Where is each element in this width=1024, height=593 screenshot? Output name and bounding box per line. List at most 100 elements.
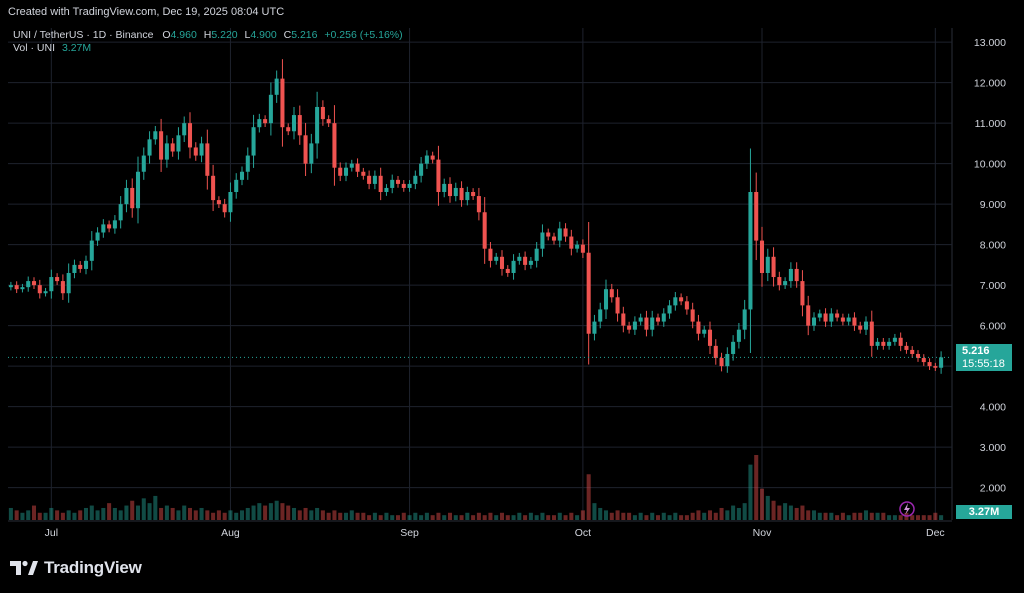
- candle-body: [216, 200, 221, 205]
- candle-body: [164, 143, 169, 160]
- y-tick-label: 13.000: [974, 37, 1006, 49]
- candle-body: [759, 240, 765, 273]
- volume-bar: [523, 515, 528, 520]
- volume-bar: [26, 510, 31, 520]
- candle-body: [395, 179, 401, 184]
- volume-bar: [771, 500, 776, 520]
- tradingview-logo-icon: [10, 560, 38, 575]
- volume-bar: [430, 515, 435, 520]
- candle-body: [783, 281, 788, 286]
- candle-body: [31, 281, 37, 286]
- volume-bar: [291, 507, 297, 520]
- candle-body: [517, 256, 522, 261]
- candle-body: [303, 135, 308, 164]
- candle-body: [557, 228, 562, 241]
- candle-body: [60, 281, 65, 294]
- volume-bar: [147, 503, 152, 520]
- volume-bar: [632, 515, 637, 520]
- candle-body: [569, 236, 574, 249]
- candle-body: [257, 119, 262, 128]
- candle-body: [586, 252, 591, 334]
- volume-bar: [280, 503, 285, 520]
- candle-body: [112, 220, 117, 229]
- volume-bar: [673, 512, 678, 520]
- candle-body: [840, 317, 845, 322]
- volume-bar: [413, 512, 418, 520]
- volume-bar: [736, 507, 741, 520]
- candle-body: [661, 313, 666, 322]
- volume-bar: [765, 495, 770, 520]
- volume-bar: [915, 515, 921, 520]
- candle-body: [615, 297, 620, 314]
- y-tick-label: 8.000: [980, 240, 1006, 252]
- volume-bar: [783, 503, 788, 520]
- x-tick-label: Nov: [753, 527, 772, 539]
- candle-body: [632, 321, 637, 330]
- volume-bar: [159, 507, 164, 520]
- candle-body: [852, 317, 857, 326]
- candle-body: [315, 106, 320, 144]
- volume-bar: [615, 510, 620, 520]
- volume-bar: [881, 512, 886, 520]
- symbol-label[interactable]: UNI / TetherUS · 1D · Binance: [13, 29, 154, 41]
- y-tick-label: 6.000: [980, 321, 1006, 333]
- candle-body: [655, 317, 661, 322]
- candle-body: [494, 256, 499, 261]
- candle-body: [598, 309, 603, 322]
- volume-bar: [395, 515, 401, 520]
- open-label: O: [162, 29, 171, 41]
- volume-legend-label[interactable]: Vol · UNI: [13, 42, 56, 54]
- volume-bar: [933, 512, 938, 520]
- candle-body: [251, 127, 256, 156]
- candle-body: [49, 277, 54, 292]
- candle-body: [297, 115, 302, 136]
- volume-bar: [505, 515, 510, 520]
- volume-bar: [846, 515, 851, 520]
- candle-body: [465, 192, 470, 201]
- volume-bar: [424, 512, 429, 520]
- candle-body: [141, 155, 146, 172]
- volume-legend: Vol · UNI 3.27M: [13, 42, 91, 54]
- volume-bar: [806, 510, 811, 520]
- volume-bar: [748, 464, 753, 520]
- candle-body: [621, 313, 626, 326]
- candle-body: [736, 329, 741, 342]
- volume-bar: [355, 512, 360, 520]
- candle-body: [222, 204, 227, 213]
- volume-bar: [315, 507, 320, 520]
- volume-bar: [650, 512, 655, 520]
- candle-body: [193, 147, 198, 156]
- candle-body: [66, 272, 71, 294]
- candle-body: [286, 127, 291, 132]
- candle-body: [679, 297, 684, 302]
- candle-body: [846, 317, 851, 322]
- y-tick-label: 2.000: [980, 483, 1006, 495]
- volume-bar: [101, 507, 106, 520]
- candle-body: [309, 143, 314, 164]
- x-tick-label: Jul: [45, 527, 58, 539]
- volume-bar: [361, 512, 366, 520]
- candle-body: [95, 232, 100, 241]
- volume-bar: [349, 510, 354, 520]
- high-value: 5.220: [211, 29, 238, 41]
- volume-bar: [655, 515, 661, 520]
- candle-body: [55, 277, 60, 282]
- candle-body: [355, 163, 360, 172]
- candle-body: [89, 240, 94, 261]
- volume-bar: [817, 512, 822, 520]
- candle-body: [707, 329, 713, 346]
- volume-bar: [164, 505, 169, 520]
- volume-bar: [511, 515, 516, 520]
- candle-body: [170, 143, 175, 152]
- last-volume-label: 3.27M: [956, 505, 1012, 519]
- last-price-value: 5.216: [962, 345, 990, 357]
- volume-bar: [580, 510, 585, 520]
- candle-body: [459, 187, 464, 201]
- candle-body: [367, 175, 372, 184]
- tradingview-logo[interactable]: TradingView: [10, 558, 142, 578]
- volume-bar: [228, 510, 233, 520]
- volume-bar: [78, 510, 83, 520]
- volume-bar: [407, 515, 412, 520]
- candle-body: [205, 143, 210, 176]
